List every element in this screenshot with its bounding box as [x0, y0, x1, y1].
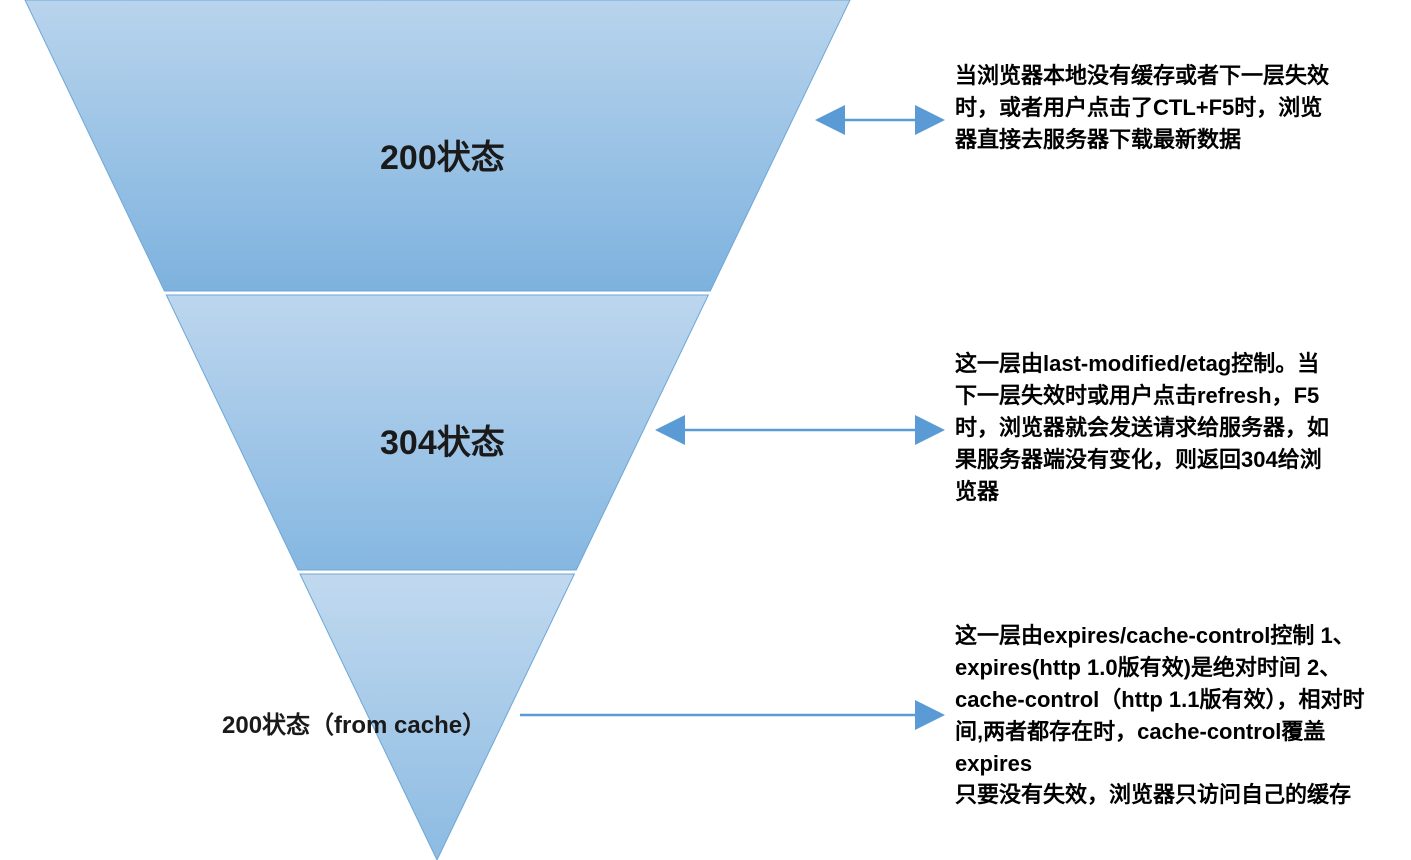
funnel-tier-3-label: 200状态（from cache） — [222, 705, 486, 740]
funnel-tier-2-label: 304状态 — [380, 415, 505, 464]
description-tier-1: 当浏览器本地没有缓存或者下一层失效时，或者用户点击了CTL+F5时，浏览器直接去… — [955, 60, 1335, 156]
description-tier-3: 这一层由expires/cache-control控制 1、expires(ht… — [955, 620, 1365, 811]
funnel-tier-1-label: 200状态 — [380, 130, 505, 179]
diagram-canvas: 200状态 304状态 200状态（from cache） 当浏览器本地没有缓存… — [0, 0, 1411, 860]
description-tier-2: 这一层由last-modified/etag控制。当下一层失效时或用户点击ref… — [955, 348, 1335, 507]
